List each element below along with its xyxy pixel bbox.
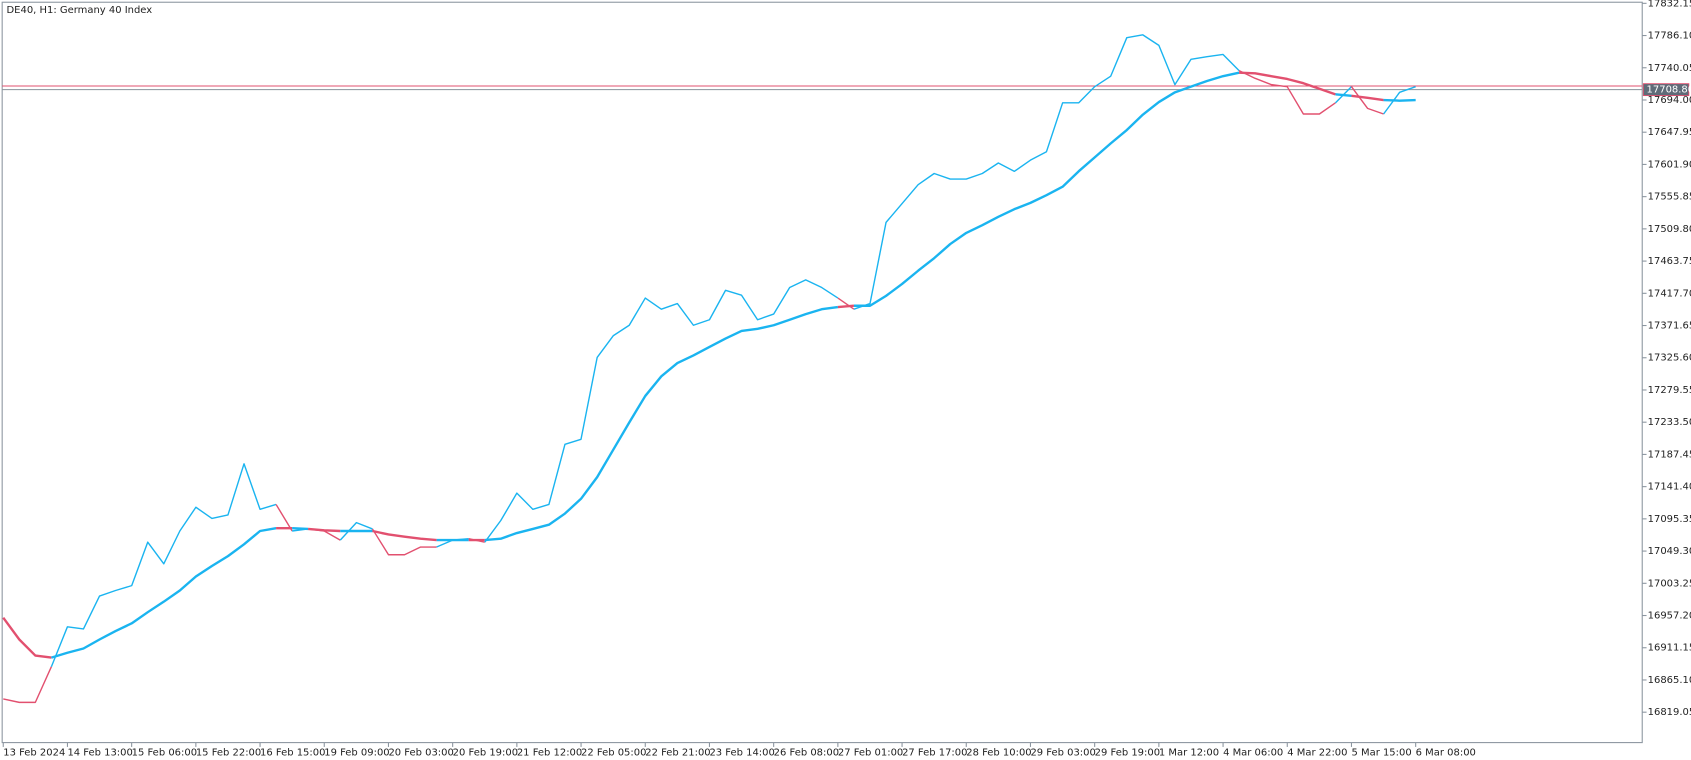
price-line-series xyxy=(1350,86,1384,115)
y-tick-label: 17233.50 xyxy=(1648,417,1691,428)
x-tick-label: 29 Feb 03:00 xyxy=(1030,747,1095,758)
x-tick-label: 29 Feb 19:00 xyxy=(1095,747,1160,758)
x-tick-label: 22 Feb 05:00 xyxy=(581,747,646,758)
moving-average xyxy=(837,304,855,309)
x-tick-label: 13 Feb 2024 xyxy=(3,747,65,758)
y-tick-label: 16865.10 xyxy=(1648,675,1691,686)
price-label-box xyxy=(1642,83,1690,97)
x-tick-label: 20 Feb 03:00 xyxy=(388,747,453,758)
x-tick-label: 15 Feb 06:00 xyxy=(132,747,197,758)
y-tick-label: 16819.05 xyxy=(1648,707,1691,718)
price-line-series xyxy=(853,34,1240,310)
moving-average xyxy=(1383,98,1416,102)
x-tick-label: 1 Mar 12:00 xyxy=(1159,747,1219,758)
y-tick-label: 16957.20 xyxy=(1648,611,1691,622)
x-tick-label: 4 Mar 22:00 xyxy=(1287,747,1347,758)
y-tick-label: 17049.30 xyxy=(1648,546,1691,557)
price-label: 17708.80 xyxy=(1647,85,1691,96)
price-line-series xyxy=(484,279,839,543)
x-tick-label: 21 Feb 12:00 xyxy=(517,747,582,758)
x-tick-label: 23 Feb 14:00 xyxy=(709,747,774,758)
y-tick-label: 17647.95 xyxy=(1648,127,1691,138)
moving-average xyxy=(2,617,52,659)
y-tick-label: 17417.70 xyxy=(1648,288,1691,299)
x-tick-label: 26 Feb 08:00 xyxy=(774,747,839,758)
y-tick-label: 17095.35 xyxy=(1648,514,1691,525)
x-tick-label: 4 Mar 06:00 xyxy=(1223,747,1283,758)
x-tick-label: 5 Mar 15:00 xyxy=(1351,747,1411,758)
price-line-series xyxy=(275,504,293,532)
y-tick-label: 17279.55 xyxy=(1648,385,1691,396)
x-tick-label: 15 Feb 22:00 xyxy=(196,747,261,758)
price-line-series xyxy=(339,521,373,541)
y-tick-label: 17601.90 xyxy=(1648,159,1691,170)
x-tick-label: 6 Mar 08:00 xyxy=(1416,747,1476,758)
x-tick-label: 19 Feb 09:00 xyxy=(324,747,389,758)
price-line-series xyxy=(50,463,277,667)
moving-average xyxy=(308,527,341,533)
moving-average xyxy=(1239,71,1336,96)
y-tick-label: 17786.10 xyxy=(1648,31,1691,42)
y-tick-label: 17694.00 xyxy=(1648,95,1691,106)
y-tick-label: 17325.60 xyxy=(1648,353,1691,364)
price-line-series xyxy=(3,666,53,704)
y-tick-label: 17832.15 xyxy=(1648,0,1691,9)
x-tick-label: 22 Feb 21:00 xyxy=(645,747,710,758)
y-tick-label: 17555.85 xyxy=(1648,192,1691,203)
price-line-series xyxy=(1238,69,1336,115)
moving-average xyxy=(292,526,309,531)
moving-average xyxy=(51,527,277,659)
y-tick-label: 17141.40 xyxy=(1648,482,1691,493)
x-tick-label: 27 Feb 17:00 xyxy=(902,747,967,758)
moving-average xyxy=(1351,94,1384,102)
y-tick-label: 17463.75 xyxy=(1648,256,1691,267)
price-line-series xyxy=(837,297,855,310)
x-tick-label: 20 Feb 19:00 xyxy=(453,747,518,758)
moving-average xyxy=(853,71,1240,307)
price-line-series xyxy=(1383,86,1416,115)
price-line-series xyxy=(371,528,437,556)
plot-frame xyxy=(1,1,1643,744)
y-tick-label: 17003.25 xyxy=(1648,578,1691,589)
x-tick-label: 14 Feb 13:00 xyxy=(67,747,132,758)
moving-average xyxy=(1335,93,1352,97)
x-tick-label: 16 Feb 15:00 xyxy=(260,747,325,758)
x-tick-label: 27 Feb 01:00 xyxy=(838,747,903,758)
x-tick-label: 28 Feb 10:00 xyxy=(966,747,1031,758)
y-tick-label: 16911.15 xyxy=(1648,643,1691,654)
y-tick-label: 17740.05 xyxy=(1648,63,1691,74)
chart-title: DE40, H1: Germany 40 Index xyxy=(7,5,153,16)
moving-average xyxy=(372,529,437,542)
y-tick-label: 17509.80 xyxy=(1648,224,1691,235)
y-tick-label: 17187.45 xyxy=(1648,449,1691,460)
moving-average xyxy=(484,305,839,542)
y-tick-label: 17371.65 xyxy=(1648,321,1691,332)
